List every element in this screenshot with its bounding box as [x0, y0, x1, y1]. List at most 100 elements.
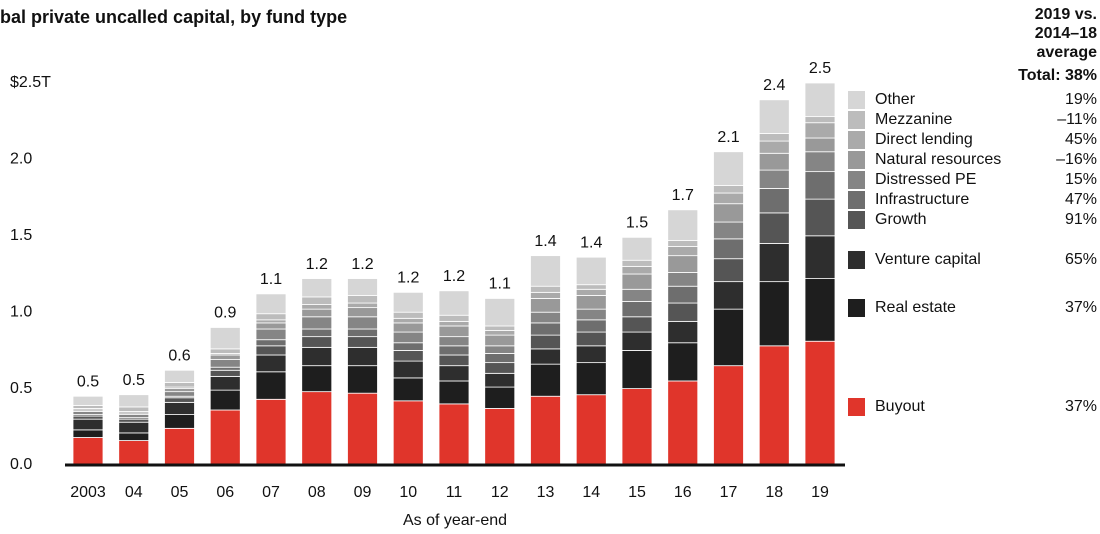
- bar-segment: [667, 285, 699, 304]
- bar-segment: [484, 298, 516, 327]
- bar-segment: [621, 331, 653, 351]
- bar-segment: [347, 302, 378, 309]
- bar-segment: [301, 304, 333, 310]
- bar-segment: [758, 243, 790, 283]
- bar-segment: [209, 369, 241, 377]
- bar-segment: [575, 288, 607, 296]
- legend-swatch: [848, 251, 865, 269]
- bar-segment: [530, 255, 561, 287]
- bar-segment: [758, 133, 790, 142]
- legend-swatch: [848, 171, 865, 189]
- total-label: 0.5: [123, 372, 145, 389]
- legend-label: Direct lending: [875, 131, 973, 148]
- bar-segment: [209, 327, 241, 350]
- legend-change: 47%: [1065, 191, 1097, 208]
- bar-segment: [301, 365, 333, 393]
- x-tick-label: 18: [765, 484, 783, 501]
- legend-total: Total: 38%: [1018, 67, 1097, 84]
- legend-label: Venture capital: [875, 251, 981, 268]
- bar-segment: [301, 346, 333, 367]
- bar-segment: [255, 293, 287, 315]
- legend-label: Other: [875, 91, 916, 108]
- bar-segment: [438, 403, 470, 466]
- bar-segment: [118, 406, 150, 412]
- bar-segment: [209, 348, 241, 354]
- bar-segment: [72, 415, 104, 420]
- bar-segment: [667, 209, 699, 241]
- bar-segment: [118, 440, 150, 466]
- bar-segment: [530, 311, 561, 324]
- bar-segment: [713, 203, 744, 223]
- bar-segment: [621, 259, 653, 267]
- bar-segment: [72, 395, 104, 406]
- bar-segment: [392, 291, 424, 313]
- bar-segment: [255, 328, 287, 341]
- bar-segment: [667, 342, 699, 382]
- bar-segment: [164, 401, 195, 415]
- total-label: 2.1: [717, 129, 739, 146]
- bar-segment: [484, 386, 516, 409]
- total-label: 1.7: [672, 187, 694, 204]
- bar-segment: [347, 392, 378, 466]
- bar-segment: [438, 336, 470, 347]
- bar-segment: [621, 236, 653, 261]
- bar-segment: [209, 389, 241, 411]
- x-tick-label: 19: [811, 484, 829, 501]
- bar-segment: [164, 388, 195, 393]
- legend-change: 19%: [1065, 91, 1097, 108]
- bar-segment: [164, 414, 195, 429]
- bar-segment: [804, 340, 836, 466]
- legend-change: –16%: [1056, 151, 1097, 168]
- x-tick-label: 15: [628, 484, 646, 501]
- legend-label: Distressed PE: [875, 171, 976, 188]
- bar-segment: [392, 400, 424, 466]
- bar-segment: [667, 246, 699, 257]
- bar-segment: [301, 308, 333, 318]
- bar-segment: [347, 328, 378, 338]
- legend-swatch: [848, 211, 865, 229]
- bar-segment: [392, 349, 424, 362]
- bar-segment: [758, 140, 790, 154]
- bar-segment: [713, 151, 744, 186]
- legend-change: 15%: [1065, 171, 1097, 188]
- x-axis-label: As of year-end: [403, 512, 507, 529]
- y-tick-label: 0.5: [10, 380, 32, 397]
- bar-segment: [164, 397, 195, 403]
- legend-header: 2014–18: [1035, 25, 1097, 42]
- legend-swatch: [848, 191, 865, 209]
- bar-segment: [255, 345, 287, 356]
- bar-segment: [713, 308, 744, 367]
- bar-segment: [758, 345, 790, 466]
- bar-segment: [575, 345, 607, 364]
- bar-segment: [255, 354, 287, 373]
- bar-segment: [392, 331, 424, 344]
- bar-segment: [164, 391, 195, 397]
- x-tick-label: 09: [354, 484, 372, 501]
- bar-segment: [255, 319, 287, 324]
- legend-change: 37%: [1065, 299, 1097, 316]
- bar-segment: [804, 82, 836, 118]
- bar-segment: [804, 122, 836, 139]
- bar-segment: [209, 366, 241, 371]
- total-label: 1.2: [443, 268, 465, 285]
- bar-segment: [72, 405, 104, 409]
- legend-label: Growth: [875, 211, 927, 228]
- legend-header: average: [1037, 44, 1098, 61]
- bar-segment: [301, 278, 333, 298]
- bar-segment: [484, 325, 516, 331]
- bar-segment: [118, 414, 150, 419]
- legend-swatch: [848, 111, 865, 129]
- bar-segment: [758, 152, 790, 171]
- bar-segment: [347, 278, 378, 296]
- bar-segment: [438, 354, 470, 367]
- bar-segment: [484, 345, 516, 354]
- y-tick-label: 1.0: [10, 303, 32, 320]
- bar-segment: [347, 365, 378, 394]
- bar-segment: [530, 298, 561, 313]
- bar-segment: [667, 239, 699, 247]
- bar-segment: [530, 348, 561, 365]
- bar-segment: [804, 116, 836, 124]
- bar-segment: [255, 313, 287, 321]
- total-label: 1.2: [397, 270, 419, 287]
- bar-segment: [758, 212, 790, 244]
